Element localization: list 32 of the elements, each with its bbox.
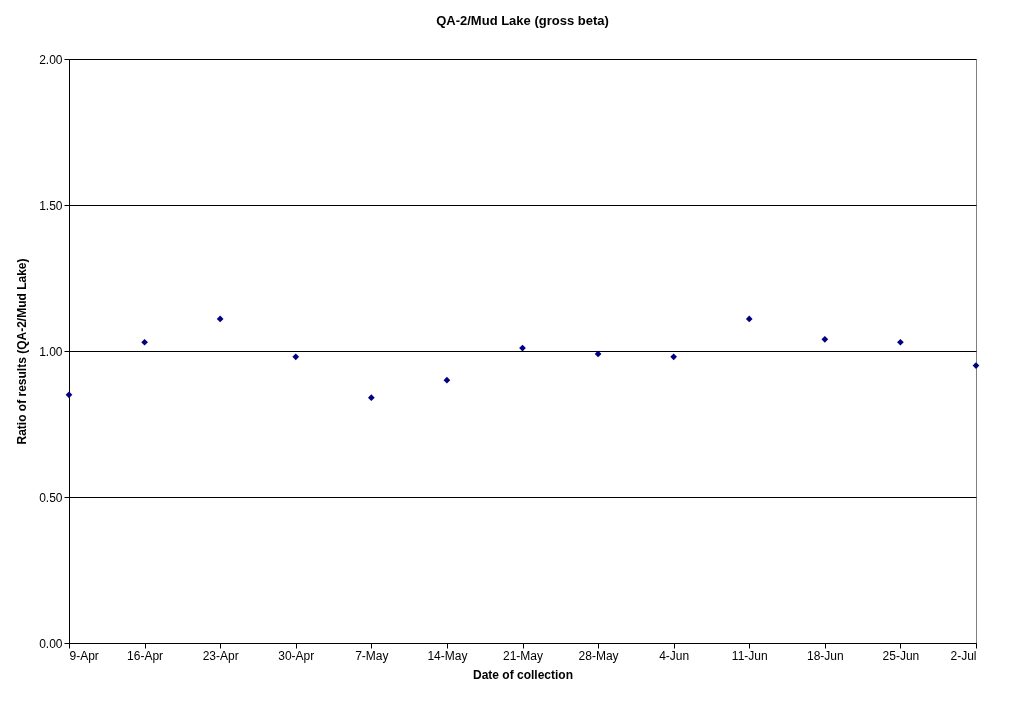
x-tick-label: 2-Jul bbox=[950, 648, 977, 663]
x-axis-title: Date of collection bbox=[472, 667, 574, 682]
x-tick-label: 28-May bbox=[578, 648, 619, 663]
point bbox=[670, 353, 678, 361]
y-tick-label: 1.50 bbox=[39, 198, 63, 213]
point bbox=[216, 315, 224, 323]
x-tick-label: 9-Apr bbox=[69, 648, 99, 663]
point bbox=[594, 350, 602, 358]
x-tick-label: 30-Apr bbox=[278, 648, 315, 663]
y-tick-label: 2.00 bbox=[39, 52, 63, 67]
x-tick-label: 25-Jun bbox=[882, 648, 920, 663]
x-tick-label: 21-May bbox=[502, 648, 544, 663]
x-tick-label: 11-Jun bbox=[731, 648, 768, 663]
x-tick-label: 14-May bbox=[427, 648, 468, 663]
chart-title: QA-2/Mud Lake (gross beta) bbox=[436, 13, 609, 28]
point bbox=[443, 376, 451, 384]
point bbox=[745, 315, 753, 323]
point bbox=[292, 353, 300, 361]
y-tick-label: 0.00 bbox=[39, 636, 63, 651]
y-tick-label: 0.50 bbox=[39, 490, 63, 505]
point bbox=[65, 391, 73, 399]
y-axis-title: Ratio of results (QA-2/Mud Lake) bbox=[15, 258, 30, 445]
y-tick-label: 1.00 bbox=[39, 344, 63, 359]
point bbox=[141, 338, 148, 346]
point bbox=[897, 338, 904, 346]
x-tick-label: 7-May bbox=[355, 648, 389, 663]
point bbox=[821, 335, 829, 343]
x-tick-label: 4-Jun bbox=[659, 648, 690, 663]
x-tick-label: 23-Apr bbox=[202, 648, 239, 663]
x-tick-label: 16-Apr bbox=[127, 648, 164, 663]
x-tick-label: 18-Jun bbox=[806, 648, 844, 663]
point bbox=[367, 394, 375, 402]
